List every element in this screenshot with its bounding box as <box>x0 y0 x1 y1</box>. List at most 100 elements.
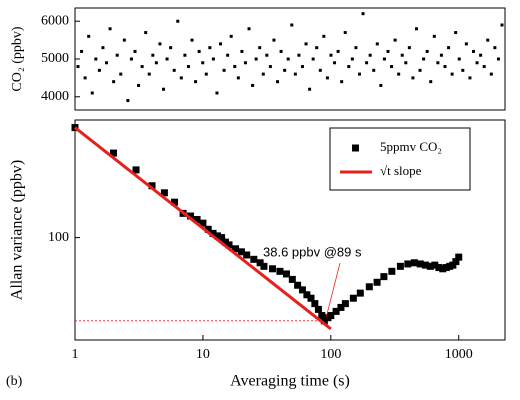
point <box>276 80 280 84</box>
y-tick-label: 6000 <box>41 13 69 28</box>
point <box>356 289 364 297</box>
point <box>340 80 344 84</box>
point <box>318 312 326 320</box>
point <box>94 57 98 61</box>
point <box>265 53 269 57</box>
point <box>288 275 296 283</box>
point <box>201 61 205 65</box>
point <box>380 273 388 281</box>
point <box>137 83 141 87</box>
point <box>218 234 226 242</box>
point <box>365 283 373 291</box>
point <box>303 291 311 299</box>
point <box>87 34 91 38</box>
point <box>431 261 439 269</box>
point <box>436 61 440 65</box>
point <box>247 27 251 31</box>
point <box>279 49 283 53</box>
point <box>80 49 84 53</box>
point <box>122 38 126 42</box>
point <box>429 80 433 84</box>
point <box>439 53 443 57</box>
point <box>237 248 245 256</box>
point <box>411 76 415 80</box>
legend-marker <box>352 144 359 152</box>
point <box>471 49 475 53</box>
point <box>493 46 497 50</box>
point <box>240 49 244 53</box>
point <box>311 300 319 308</box>
point <box>404 61 408 65</box>
point <box>382 57 386 61</box>
point <box>90 91 94 95</box>
point <box>368 53 372 57</box>
point <box>193 216 201 224</box>
point <box>422 261 430 269</box>
point <box>450 72 454 76</box>
point <box>276 267 284 275</box>
point <box>83 76 87 80</box>
point <box>482 65 486 69</box>
x-tick-label: 1 <box>72 347 79 362</box>
point <box>243 61 247 65</box>
point <box>400 53 404 57</box>
annotation: 38.6 ppbv @89 s <box>263 244 362 259</box>
fit-line <box>74 126 332 331</box>
point <box>211 57 215 61</box>
point <box>179 76 183 80</box>
point <box>386 49 390 53</box>
point <box>236 76 240 80</box>
legend-label: 5ppmv CO₂ <box>380 139 442 154</box>
point <box>414 27 418 31</box>
point <box>101 46 105 50</box>
point <box>329 53 333 57</box>
point <box>304 42 308 46</box>
point <box>416 260 424 268</box>
point <box>222 68 226 72</box>
point <box>435 264 443 272</box>
bottom-frame <box>74 119 506 341</box>
point <box>282 270 290 278</box>
point <box>115 53 119 57</box>
point <box>375 42 379 46</box>
point <box>349 294 357 302</box>
x-tick-label: 1000 <box>445 347 473 362</box>
point <box>225 241 233 249</box>
point <box>407 46 411 50</box>
point <box>454 31 458 35</box>
point <box>204 72 208 76</box>
point <box>108 27 112 31</box>
point <box>372 68 376 72</box>
point <box>169 46 173 50</box>
point <box>268 65 272 69</box>
point <box>144 31 148 35</box>
point <box>254 57 258 61</box>
point <box>290 23 294 27</box>
top-frame <box>74 7 506 111</box>
point <box>315 46 319 50</box>
point <box>327 312 335 320</box>
point <box>126 99 130 103</box>
point <box>361 12 365 16</box>
point <box>350 57 354 61</box>
legend <box>329 127 471 191</box>
point <box>449 261 457 269</box>
legend-label: √t slope <box>380 163 422 178</box>
point <box>160 189 168 197</box>
point <box>293 72 297 76</box>
point <box>341 300 349 308</box>
point <box>219 42 223 46</box>
point <box>379 83 383 87</box>
x-label: Averaging time (s) <box>230 373 350 390</box>
point <box>194 80 198 84</box>
point <box>204 225 212 233</box>
point <box>97 68 101 72</box>
x-tick-label: 100 <box>320 347 341 362</box>
point <box>300 65 304 69</box>
point <box>443 65 447 69</box>
point <box>343 31 347 35</box>
point <box>132 166 140 174</box>
point <box>336 49 340 53</box>
bottom-y-label: Allan variance (ppbv) <box>9 160 26 300</box>
